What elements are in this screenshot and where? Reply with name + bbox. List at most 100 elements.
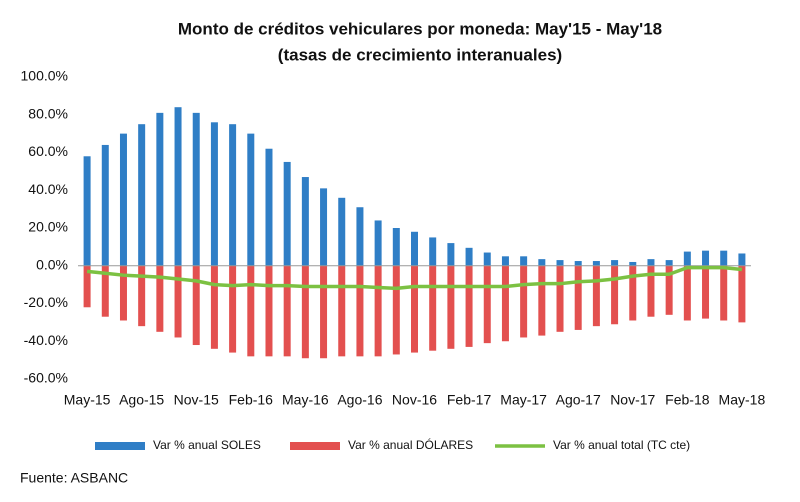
- bar: [720, 265, 728, 321]
- bar: [210, 122, 218, 266]
- y-tick-label: 20.0%: [28, 219, 68, 235]
- bar: [556, 265, 564, 332]
- legend-swatch: [95, 442, 145, 450]
- bar: [374, 265, 382, 357]
- legend-label: Var % anual SOLES: [153, 438, 261, 452]
- bar: [538, 265, 546, 336]
- bar: [447, 243, 455, 266]
- y-tick-label: 100.0%: [21, 68, 68, 84]
- bar: [119, 133, 127, 266]
- bar: [101, 144, 109, 266]
- bar: [229, 124, 237, 266]
- x-tick-label: May-18: [719, 392, 766, 408]
- bar: [611, 265, 619, 325]
- legend-label: Var % anual DÓLARES: [348, 437, 473, 452]
- bar: [629, 261, 637, 266]
- bar: [720, 250, 728, 266]
- bar: [574, 265, 582, 330]
- bar: [738, 265, 746, 323]
- bar: [683, 251, 691, 266]
- bar: [592, 265, 600, 327]
- bar: [411, 265, 418, 353]
- bar: [611, 260, 619, 266]
- bar: [702, 250, 710, 266]
- bar: [447, 265, 455, 349]
- bar: [192, 112, 200, 266]
- bar: [283, 265, 291, 357]
- source: Fuente: ASBANC: [20, 470, 128, 486]
- bar: [374, 220, 382, 266]
- bar: [483, 252, 491, 266]
- y-tick-label: -60.0%: [24, 370, 68, 386]
- bar: [83, 156, 91, 266]
- bar: [138, 265, 146, 327]
- bar: [538, 259, 546, 266]
- x-tick-label: Ago-16: [337, 392, 382, 408]
- bar: [174, 265, 182, 338]
- x-tick-label: Ago-17: [556, 392, 601, 408]
- bar: [501, 265, 509, 342]
- bar: [229, 265, 237, 353]
- bar: [174, 107, 182, 266]
- bar: [629, 265, 637, 321]
- bar: [301, 177, 309, 266]
- chart-subtitle: (tasas de crecimiento interanuales): [278, 45, 562, 64]
- y-tick-label: 40.0%: [28, 181, 68, 197]
- bar: [156, 265, 164, 332]
- x-tick-label: May-15: [64, 392, 111, 408]
- bar: [647, 259, 655, 266]
- bar: [138, 124, 146, 266]
- bar: [283, 161, 291, 266]
- chart-title: Monto de créditos vehiculares por moneda…: [178, 19, 662, 38]
- x-tick-label: Feb-17: [447, 392, 492, 408]
- bar: [429, 265, 437, 351]
- bar: [574, 261, 582, 266]
- bar: [683, 265, 691, 321]
- legend-swatch: [290, 442, 340, 450]
- bar: [156, 112, 164, 266]
- line: [86, 265, 743, 291]
- bar: [501, 256, 509, 266]
- bar: [301, 265, 309, 359]
- bar: [320, 188, 328, 266]
- x-tick-label: Ago-15: [119, 392, 164, 408]
- bar: [702, 265, 710, 319]
- bar: [338, 197, 346, 266]
- bar: [665, 260, 673, 266]
- bar: [429, 237, 437, 266]
- bar: [465, 247, 473, 266]
- bar: [247, 133, 255, 266]
- bar: [83, 265, 91, 308]
- y-tick-label: 80.0%: [28, 105, 68, 121]
- bar: [592, 261, 600, 266]
- legend-label: Var % anual total (TC cte): [553, 438, 690, 452]
- bar: [247, 265, 255, 357]
- bar: [192, 265, 200, 346]
- y-tick-label: -40.0%: [24, 332, 68, 348]
- bar: [356, 265, 364, 357]
- y-tick-label: 60.0%: [28, 143, 68, 159]
- y-tick-label: -20.0%: [24, 294, 68, 310]
- bar: [465, 265, 473, 347]
- bar: [338, 265, 346, 357]
- bar: [356, 207, 364, 266]
- bar: [483, 265, 491, 344]
- bar: [647, 265, 655, 317]
- x-tick-label: Nov-15: [174, 392, 219, 408]
- bar: [392, 228, 400, 266]
- bar: [411, 231, 418, 266]
- bar: [392, 265, 400, 355]
- bar: [210, 265, 218, 349]
- y-tick-label: 0.0%: [36, 256, 68, 272]
- x-tick-label: Nov-16: [392, 392, 437, 408]
- bar: [265, 148, 273, 266]
- x-tick-label: May-16: [282, 392, 329, 408]
- bar: [665, 265, 673, 315]
- x-tick-label: Nov-17: [610, 392, 655, 408]
- x-tick-label: May-17: [500, 392, 547, 408]
- x-tick-label: Feb-16: [229, 392, 274, 408]
- x-tick-label: Feb-18: [665, 392, 710, 408]
- bar: [520, 265, 528, 338]
- bar: [119, 265, 127, 321]
